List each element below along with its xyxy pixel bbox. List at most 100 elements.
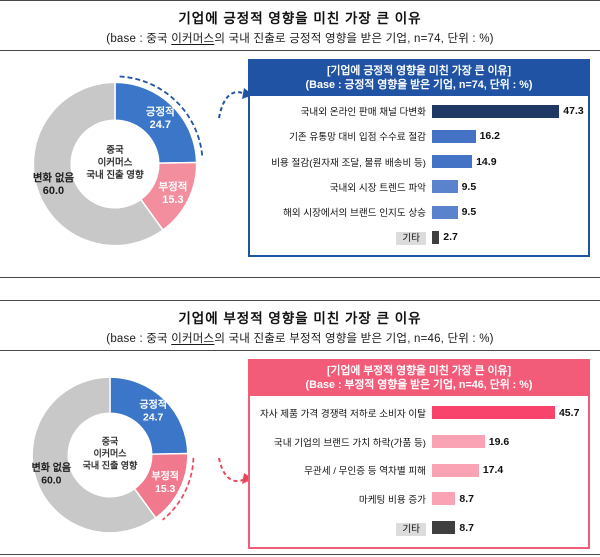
donut-center-label: 중국 이커머스 국내 진출 영향 bbox=[83, 437, 138, 471]
bar-category-label: 기타 bbox=[256, 521, 432, 536]
bar-value: 17.4 bbox=[482, 464, 504, 477]
bar-category-label: 비용 절감(원자재 조달, 물류 배송비 등) bbox=[271, 157, 426, 169]
donut-segment-value: 60.0 bbox=[43, 185, 64, 197]
base-note-text: 의 국내 진출로 부정적 영향을 받은 기업, n=46, 단위 : %) bbox=[214, 333, 494, 345]
bar bbox=[432, 463, 479, 477]
bar-value: 16.2 bbox=[479, 130, 501, 143]
bar-track: 14.9 bbox=[432, 155, 580, 169]
bar-row: 기존 유통망 대비 입점 수수료 절감 16.2 bbox=[256, 129, 580, 143]
donut-segment-변화 없음 bbox=[31, 376, 157, 534]
bar-row: 마케팅 비용 증가 8.7 bbox=[256, 492, 580, 506]
panel-body: 긍정적 24.7 부정적 15.3 변화 없음 60.0 중국 이커머스 국내 진출 영향 [기… bbox=[0, 51, 600, 277]
donut-segment-value: 15.3 bbox=[162, 194, 183, 206]
highlight-arrow-icon bbox=[218, 88, 253, 119]
bar-category-label: 해외 시장에서의 브랜드 인지도 상승 bbox=[282, 208, 426, 220]
bar-track: 45.7 bbox=[432, 406, 580, 420]
bar-value: 8.7 bbox=[459, 492, 475, 505]
base-note-text: (base : 중국 bbox=[106, 33, 172, 45]
donut-segment-label: 긍정적 bbox=[146, 105, 175, 118]
base-note: (base : 중국 이커머스의 국내 진출로 긍정적 영향을 받은 기업, n… bbox=[0, 30, 600, 46]
bar-track: 16.2 bbox=[432, 129, 580, 143]
bar-value: 9.5 bbox=[461, 180, 477, 193]
bar bbox=[432, 180, 458, 194]
bar-row: 기타 8.7 bbox=[256, 521, 580, 536]
bar-category-label: 자사 제품 가격 경쟁력 저하로 소비자 이탈 bbox=[259, 408, 426, 420]
bar-track: 17.4 bbox=[432, 463, 580, 477]
panel-body: 긍정적 24.7 부정적 15.3 변화 없음 60.0 중국 이커머스 국내 진출 영향 [기… bbox=[0, 351, 600, 554]
donut-segment-value: 24.7 bbox=[150, 119, 171, 131]
bar-category-label: 마케팅 비용 증가 bbox=[358, 494, 426, 506]
bar-track: 9.5 bbox=[432, 205, 580, 219]
bar-value: 9.5 bbox=[461, 206, 477, 219]
base-note-text: (base : 중국 bbox=[106, 333, 172, 345]
panel-header: 기업에 부정적 영향을 미친 가장 큰 이유 (base : 중국 이커머스의 … bbox=[0, 301, 600, 351]
bar bbox=[432, 205, 458, 219]
bar-category-label: 기타 bbox=[256, 230, 432, 246]
donut-segment-label: 부정적 bbox=[151, 470, 178, 483]
bar-chart-header: [기업에 부정적 영향을 미친 가장 큰 이유] (Base : 부정적 영향을… bbox=[250, 361, 588, 396]
bar-category-label: 국내 기업의 브랜드 가치 하락(가품 등) bbox=[273, 437, 426, 449]
donut-hole bbox=[72, 121, 158, 207]
bar-category-label: 국내외 시장 트렌드 파악 bbox=[329, 182, 426, 194]
bar-track: 8.7 bbox=[432, 492, 580, 506]
highlight-outline bbox=[162, 457, 195, 521]
panel-negative-reasons: 기업에 부정적 영향을 미친 가장 큰 이유 (base : 중국 이커머스의 … bbox=[0, 300, 600, 555]
bar-row: 국내 기업의 브랜드 가치 하락(가품 등) 19.6 bbox=[256, 435, 580, 449]
bar-value: 8.7 bbox=[459, 521, 475, 534]
base-note: (base : 중국 이커머스의 국내 진출로 부정적 영향을 받은 기업, n… bbox=[0, 330, 600, 346]
bar-chart-header: [기업에 긍정적 영향을 미친 가장 큰 이유] (Base : 긍정적 영향을… bbox=[250, 61, 588, 96]
base-note-underlined: 이커머스 bbox=[171, 33, 215, 45]
bar-category-label: 국내외 온라인 판매 채널 다변화 bbox=[300, 107, 426, 119]
bar-track: 19.6 bbox=[432, 435, 580, 449]
bar-category-label: 무관세 / 무인증 등 역차별 피해 bbox=[304, 466, 426, 478]
bar-value: 47.3 bbox=[563, 105, 584, 118]
donut-center-label: 중국 이커머스 국내 진출 영향 bbox=[86, 145, 144, 181]
bar-value: 14.9 bbox=[476, 155, 497, 168]
donut-segment-value: 24.7 bbox=[143, 412, 163, 423]
bar bbox=[432, 521, 456, 535]
bar-track: 2.7 bbox=[432, 230, 580, 244]
highlight-outline bbox=[119, 75, 204, 158]
bar-row: 국내외 온라인 판매 채널 다변화 47.3 bbox=[256, 104, 584, 119]
donut-segment-label: 긍정적 bbox=[139, 398, 166, 411]
bar-track: 8.7 bbox=[432, 521, 580, 535]
bar-track: 47.3 bbox=[432, 104, 584, 118]
donut-segment-label: 변화 없음 bbox=[33, 171, 75, 184]
bar bbox=[432, 129, 476, 143]
bar-row: 무관세 / 무인증 등 역차별 피해 17.4 bbox=[256, 463, 580, 477]
bar bbox=[432, 155, 473, 169]
bar bbox=[432, 435, 485, 449]
bar bbox=[432, 230, 440, 244]
bar-chart-positive: [기업에 긍정적 영향을 미친 가장 큰 이유] (Base : 긍정적 영향을… bbox=[248, 59, 590, 257]
panel-positive-reasons: 기업에 긍정적 영향을 미친 가장 큰 이유 (base : 중국 이커머스의 … bbox=[0, 0, 600, 278]
donut-segment-label: 변화 없음 bbox=[32, 461, 71, 474]
bar-row: 기타 2.7 bbox=[256, 230, 580, 246]
panel-header: 기업에 긍정적 영향을 미친 가장 큰 이유 (base : 중국 이커머스의 … bbox=[0, 1, 600, 51]
bar-chart-negative: [기업에 부정적 영향을 미친 가장 큰 이유] (Base : 부정적 영향을… bbox=[248, 359, 590, 549]
bar-rows: 국내외 온라인 판매 채널 다변화 47.3 기존 유통망 대비 입점 수수료 절감… bbox=[250, 96, 588, 256]
donut-segment-value: 60.0 bbox=[41, 476, 61, 487]
bar bbox=[432, 104, 560, 118]
bar-chart-subtitle: (Base : 부정적 영향을 받은 기업, n=46, 단위 : %) bbox=[305, 379, 533, 392]
bar-chart-title: [기업에 부정적 영향을 미친 가장 큰 이유] bbox=[326, 365, 512, 377]
bar-row: 국내외 시장 트렌드 파악 9.5 bbox=[256, 180, 580, 194]
bar-value: 2.7 bbox=[443, 231, 458, 244]
donut-hole bbox=[69, 414, 151, 496]
bar-track: 9.5 bbox=[432, 180, 580, 194]
bar bbox=[432, 492, 456, 506]
base-note-text: 의 국내 진출로 긍정적 영향을 받은 기업, n=74, 단위 : %) bbox=[214, 33, 494, 45]
highlight-arrow-icon bbox=[218, 457, 253, 484]
base-note-underlined: 이커머스 bbox=[171, 333, 215, 345]
page-title: 기업에 부정적 영향을 미친 가장 큰 이유 bbox=[178, 311, 422, 326]
bar bbox=[432, 406, 555, 420]
bar-category-label: 기존 유통망 대비 입점 수수료 절감 bbox=[289, 132, 426, 144]
donut-segment-변화 없음 bbox=[32, 81, 165, 247]
bar-rows: 자사 제품 가격 경쟁력 저하로 소비자 이탈 45.7 국내 기업의 브랜드 가치… bbox=[250, 396, 588, 548]
donut-segment-label: 부정적 bbox=[159, 180, 188, 193]
bar-chart-subtitle: (Base : 긍정적 영향을 받은 기업, n=74, 단위 : %) bbox=[305, 79, 533, 92]
bar-row: 해외 시장에서의 브랜드 인지도 상승 9.5 bbox=[256, 205, 580, 219]
bar-row: 자사 제품 가격 경쟁력 저하로 소비자 이탈 45.7 bbox=[256, 406, 580, 420]
bar-value: 45.7 bbox=[558, 406, 580, 419]
